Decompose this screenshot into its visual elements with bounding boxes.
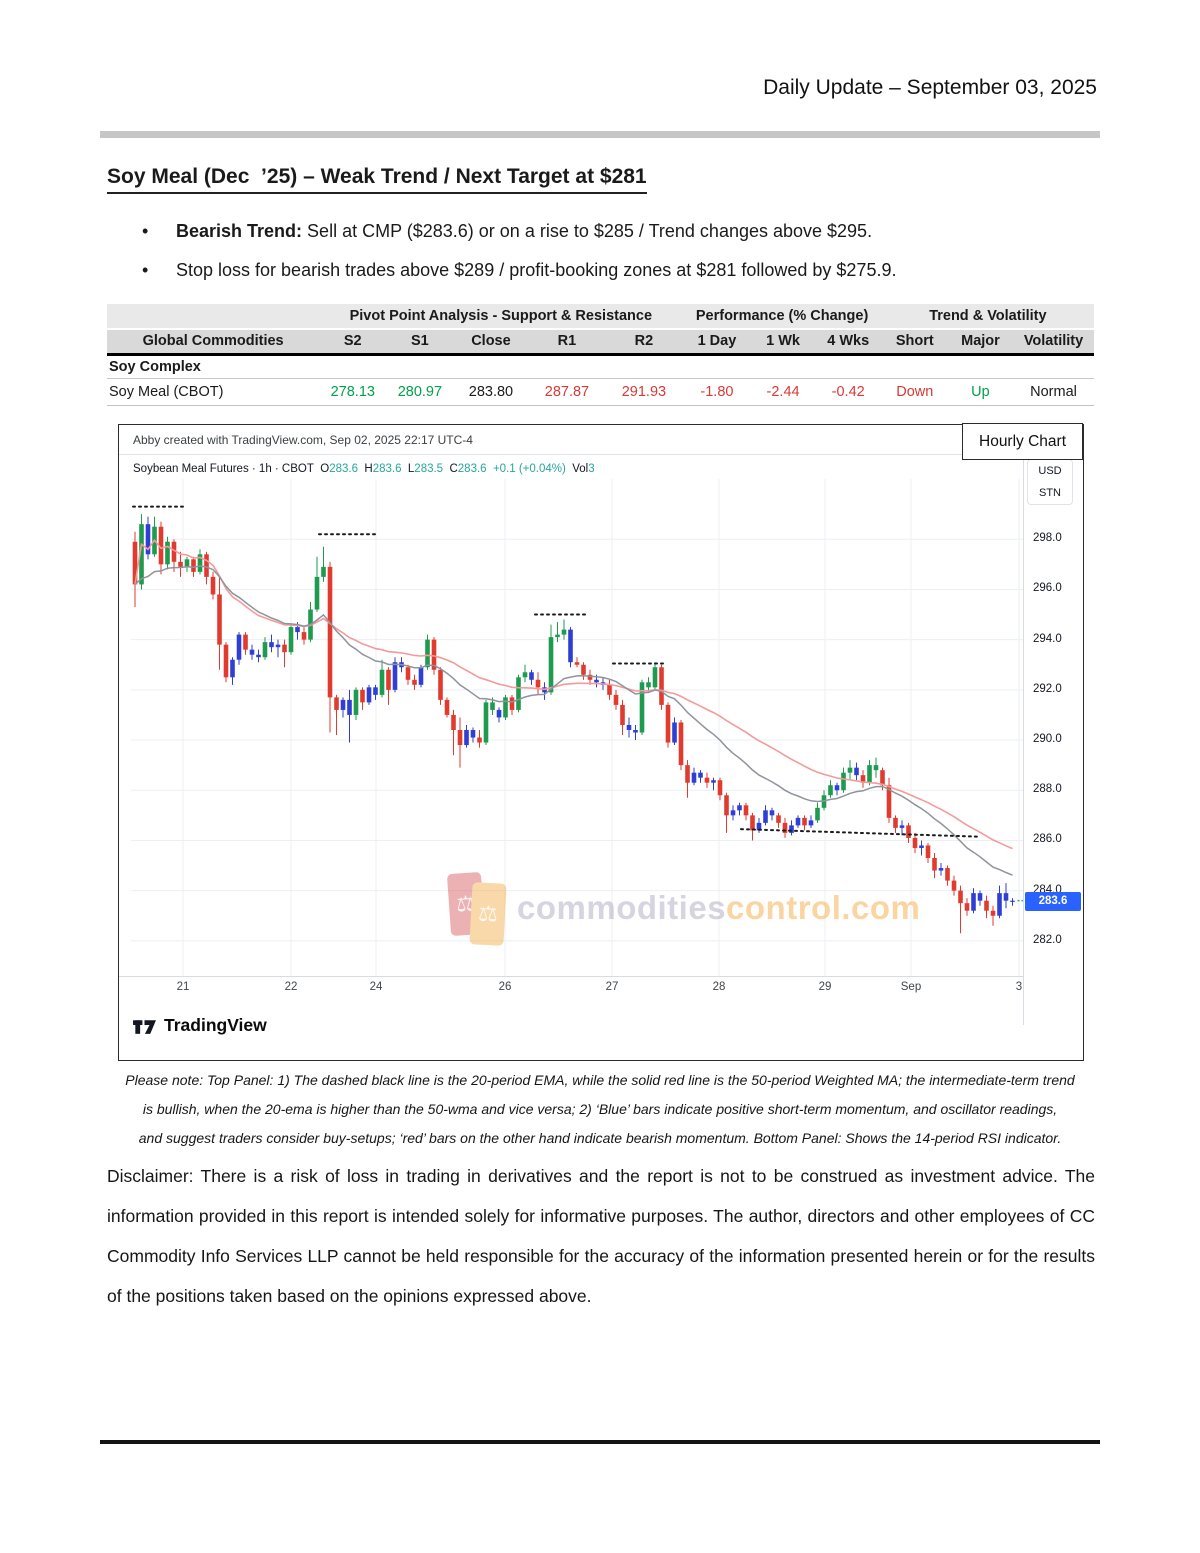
x-axis-tick: 24 <box>369 981 383 993</box>
bullet-icon: • <box>142 260 149 280</box>
group-header-performance: Performance (% Change) <box>682 304 882 330</box>
page-title: Soy Meal (Dec ’25) – Weak Trend / Next T… <box>107 165 647 194</box>
bullet-text: Bearish Trend: Sell at CMP ($283.6) or o… <box>176 221 873 241</box>
tradingview-logo-icon <box>133 1020 156 1034</box>
x-axis-tick: 29 <box>818 981 832 993</box>
table-group-header-row: Pivot Point Analysis - Support & Resista… <box>107 304 1094 330</box>
x-axis-tick: 28 <box>712 981 726 993</box>
tradingview-logo-text: TradingView <box>164 1015 267 1035</box>
group-header-trend: Trend & Volatility <box>881 304 1094 330</box>
x-axis-tick: 22 <box>284 981 298 993</box>
y-axis-tick: 292.0 <box>1033 682 1062 695</box>
bullet-text: Stop loss for bearish trades above $289 … <box>176 260 897 280</box>
y-axis-tick: 294.0 <box>1033 632 1062 645</box>
cell-s1: 280.97 <box>386 378 454 406</box>
cell-r1: 287.87 <box>528 378 606 406</box>
price-chart-panel: Abby created with TradingView.com, Sep 0… <box>118 423 1084 1061</box>
candlestick-plot <box>131 479 1028 976</box>
col-1day: 1 Day <box>682 329 752 356</box>
cell-commodity: Soy Meal (CBOT) <box>107 378 320 406</box>
col-close: Close <box>453 329 529 356</box>
col-s2: S2 <box>319 329 387 356</box>
col-r2: R2 <box>605 329 683 356</box>
disclaimer-text: Disclaimer: There is a risk of loss in t… <box>107 1166 1095 1306</box>
legend-low-label: L <box>407 463 415 475</box>
cell-s2: 278.13 <box>319 378 387 406</box>
x-axis-tick: Sep <box>900 981 922 993</box>
x-axis-tick: 27 <box>605 981 619 993</box>
col-short: Short <box>881 329 948 356</box>
legend-open-label: O <box>320 463 330 475</box>
table-section-row: Soy Complex <box>107 354 1094 379</box>
col-4wks: 4 Wks <box>814 329 882 356</box>
list-item: • Bearish Trend: Sell at CMP ($283.6) or… <box>142 220 1082 242</box>
list-item: • Stop loss for bearish trades above $28… <box>142 259 1082 281</box>
cell-close: 283.80 <box>453 378 529 406</box>
price-axis-labels: 298.0 296.0 294.0 292.0 290.0 288.0 286.0 284.0… <box>119 425 1083 1060</box>
x-axis-tick: 26 <box>498 981 512 993</box>
axis-unit-usd: USD <box>1038 465 1062 477</box>
legend-high-label: H <box>364 463 373 475</box>
last-price-badge: 283.6 <box>1025 891 1081 911</box>
col-1wk: 1 Wk <box>751 329 815 356</box>
col-s1: S1 <box>386 329 454 356</box>
table-column-header-row: Global Commodities S2 S1 Close R1 R2 1 D… <box>107 329 1094 356</box>
candles <box>132 514 1015 934</box>
cell-4wks: -0.42 <box>814 378 882 406</box>
y-axis-tick: 286.0 <box>1033 833 1062 846</box>
hourly-chart-label: Hourly Chart <box>962 423 1083 460</box>
y-axis-tick: 296.0 <box>1033 582 1062 595</box>
legend-change-value: +0.1 (+0.04%) <box>492 463 566 475</box>
legend-open-value: 283.6 <box>329 463 359 475</box>
col-global-commodities: Global Commodities <box>107 329 320 356</box>
cell-volatility: Normal <box>1013 378 1094 406</box>
col-major: Major <box>947 329 1014 356</box>
y-axis-tick: 288.0 <box>1033 783 1062 796</box>
axis-unit-box: USD STN <box>1027 459 1073 505</box>
section-label: Soy Complex <box>107 354 1094 379</box>
legend-close-label: C <box>449 463 458 475</box>
chart-attribution: Abby created with TradingView.com, Sep 0… <box>119 425 1083 455</box>
x-axis-tick: 21 <box>176 981 190 993</box>
table-row: Soy Meal (CBOT) 278.13 280.97 283.80 287… <box>107 378 1094 406</box>
legend-volume-value: 3 <box>588 463 595 475</box>
cell-1wk: -2.44 <box>751 378 815 406</box>
axis-unit-stn: STN <box>1039 487 1061 499</box>
legend-volume-label: Vol <box>572 463 589 475</box>
cell-short-trend: Down <box>881 378 948 406</box>
legend-low-value: 283.5 <box>414 463 444 475</box>
bottom-rule <box>100 1440 1100 1444</box>
pivot-table: Pivot Point Analysis - Support & Resista… <box>107 304 1094 406</box>
chart-legend: Soybean Meal Futures · 1h · CBOT O283.6 … <box>133 463 595 475</box>
summary-bullets: • Bearish Trend: Sell at CMP ($283.6) or… <box>142 220 1082 298</box>
col-volatility: Volatility <box>1013 329 1094 356</box>
time-axis-separator <box>119 976 1023 977</box>
col-r1: R1 <box>528 329 606 356</box>
bullet-icon: • <box>142 221 149 241</box>
x-axis-tick: 3 <box>1015 981 1023 993</box>
cell-major-trend: Up <box>947 378 1014 406</box>
cell-r2: 291.93 <box>605 378 683 406</box>
y-axis-tick: 282.0 <box>1033 933 1062 946</box>
tradingview-logo: TradingView <box>132 1013 267 1038</box>
legend-high-value: 283.6 <box>372 463 402 475</box>
chart-footnote: Please note: Top Panel: 1) The dashed bl… <box>125 1072 1075 1146</box>
y-axis-tick: 298.0 <box>1033 532 1062 545</box>
time-axis-labels: 21 22 24 26 27 28 29 Sep 3 <box>119 425 1083 1060</box>
y-axis-tick: 290.0 <box>1033 733 1062 746</box>
report-date-header: Daily Update – September 03, 2025 <box>763 76 1097 99</box>
cell-1day: -1.80 <box>682 378 752 406</box>
spacer-cell <box>107 304 320 330</box>
price-axis-separator <box>1023 455 1024 1025</box>
header-divider <box>100 131 1100 138</box>
group-header-pivot: Pivot Point Analysis - Support & Resista… <box>319 304 683 330</box>
legend-close-value: 283.6 <box>457 463 487 475</box>
legend-symbol: Soybean Meal Futures · 1h · CBOT <box>133 463 314 475</box>
